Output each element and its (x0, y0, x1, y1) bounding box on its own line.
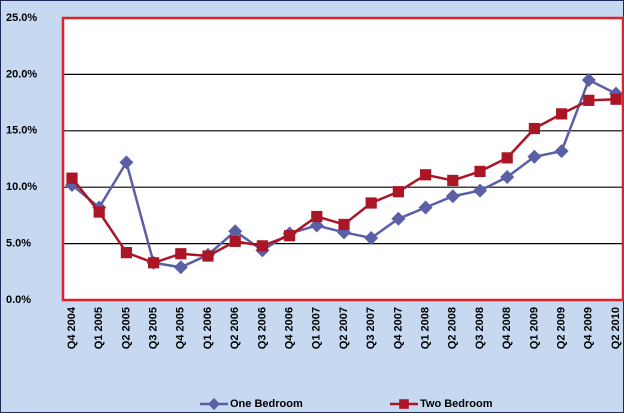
x-tick-label: Q1 2005 (93, 307, 105, 349)
plot-border (61, 16, 624, 302)
y-tick-label: 5.0% (6, 238, 31, 250)
x-tick-label: Q4 2007 (392, 307, 404, 349)
marker (93, 206, 105, 218)
marker (392, 186, 404, 198)
marker (208, 398, 220, 410)
marker (447, 174, 459, 187)
x-tick-label: Q1 2006 (202, 307, 214, 349)
marker (501, 152, 513, 164)
plot-area (62, 18, 624, 300)
marker (581, 73, 596, 88)
marker (66, 172, 78, 184)
y-tick-label: 20.0% (6, 68, 37, 80)
x-tick-label: Q3 2006 (256, 307, 268, 349)
x-tick-label: Q1 2007 (311, 307, 323, 349)
x-tick-label: Q2 2006 (229, 307, 241, 349)
y-tick-label: 15.0% (6, 125, 37, 137)
x-tick-label: Q3 2007 (365, 307, 377, 349)
marker (528, 122, 540, 135)
x-tick-label: Q4 2005 (175, 307, 187, 349)
legend-label: Two Bedroom (420, 398, 493, 410)
x-tick-label: Q4 2006 (284, 307, 296, 349)
marker (228, 224, 243, 239)
marker (554, 144, 569, 159)
marker (527, 149, 542, 164)
marker (445, 189, 460, 204)
x-tick-label: Q1 2009 (528, 307, 540, 349)
marker (420, 169, 432, 181)
x-tick-label: Q2 2005 (120, 307, 132, 349)
x-tick-label: Q4 2004 (66, 306, 78, 349)
marker (364, 230, 379, 245)
x-tick-label: Q2 2008 (447, 307, 459, 349)
marker (500, 170, 515, 185)
y-tick-label: 0.0% (6, 294, 31, 306)
marker (338, 218, 350, 231)
marker (391, 211, 406, 226)
marker (474, 165, 486, 178)
y-tick-label: 10.0% (6, 181, 37, 193)
legend-label: One Bedroom (230, 398, 303, 410)
marker (311, 210, 323, 223)
marker (399, 399, 409, 409)
marker (284, 230, 296, 242)
x-tick-label: Q3 2008 (474, 307, 486, 349)
marker (365, 197, 377, 209)
marker (120, 247, 132, 259)
x-tick-label: Q4 2009 (583, 307, 595, 349)
marker (556, 108, 568, 120)
marker (175, 248, 187, 260)
marker (202, 250, 214, 262)
marker (610, 93, 622, 105)
x-tick-label: Q4 2008 (501, 307, 513, 349)
marker (473, 183, 487, 198)
marker (119, 155, 134, 170)
marker (256, 240, 268, 252)
marker (418, 200, 433, 215)
marker (229, 235, 241, 247)
marker (583, 94, 595, 106)
x-tick-label: Q2 2010 (610, 307, 622, 349)
x-tick-label: Q2 2009 (556, 307, 568, 349)
x-tick-label: Q3 2005 (148, 307, 160, 349)
marker (173, 260, 188, 275)
marker (148, 257, 160, 269)
x-tick-label: Q1 2008 (420, 307, 432, 349)
x-tick-label: Q2 2007 (338, 307, 350, 349)
y-tick-label: 25.0% (6, 12, 37, 24)
